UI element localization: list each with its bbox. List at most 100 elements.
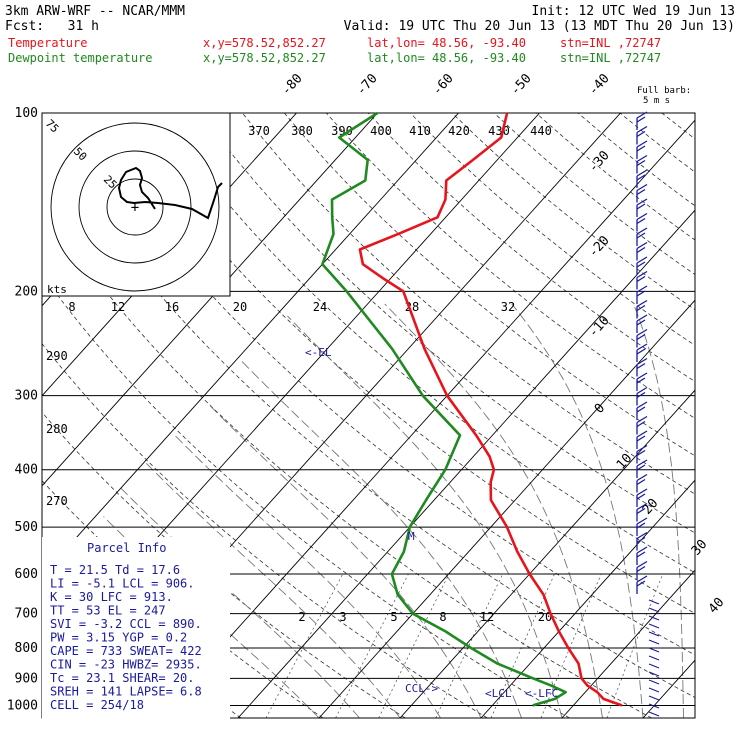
mixing-ratio-line bbox=[607, 574, 663, 718]
isotherm-line bbox=[481, 113, 740, 718]
hodograph-speed-label: 8 bbox=[68, 300, 75, 314]
wind-barb-flag bbox=[637, 489, 647, 495]
wind-barb-low bbox=[649, 680, 659, 684]
wind-barb-low bbox=[649, 712, 659, 716]
pressure-label: 200 bbox=[15, 284, 38, 299]
mixing-ratio-label: 12 bbox=[480, 610, 494, 624]
theta-label: 400 bbox=[370, 124, 392, 138]
wind-barb-flag bbox=[637, 388, 647, 394]
parcel-info-panel: Parcel Info T = 21.5 Td = 17.6LI = -5.1 … bbox=[42, 537, 230, 723]
isotherm-label: -60 bbox=[430, 71, 457, 98]
pressure-label: 500 bbox=[15, 520, 38, 535]
isotherm-label: -80 bbox=[279, 71, 306, 98]
dry-adiabat bbox=[368, 113, 740, 718]
mixing-ratio-line bbox=[379, 574, 449, 718]
isotherm-line bbox=[157, 113, 702, 718]
hodograph-units: kts bbox=[47, 283, 67, 296]
wind-barb-low bbox=[649, 664, 659, 668]
wind-barb-flag bbox=[637, 431, 647, 437]
hodograph-speed-label: 16 bbox=[165, 300, 179, 314]
pressure-label: 700 bbox=[15, 607, 38, 622]
theta-label: 420 bbox=[448, 124, 470, 138]
theta-label-left: 290 bbox=[46, 349, 68, 363]
isotherm-label: 30 bbox=[689, 537, 711, 559]
wind-barb-low bbox=[649, 648, 659, 652]
m-marker: M bbox=[408, 530, 415, 543]
wind-barb-flag bbox=[637, 301, 647, 307]
theta-label: 370 bbox=[248, 124, 270, 138]
temperature-legend-station: stn=INL ,72747 bbox=[560, 36, 661, 50]
wind-barb-low bbox=[649, 704, 659, 708]
mixing-ratio-label: 3 bbox=[339, 610, 346, 624]
isotherm-label: 40 bbox=[706, 595, 728, 617]
ccl-marker: CCL-> bbox=[405, 682, 438, 695]
temperature-legend-xy: x,y=578.52,852.27 bbox=[203, 36, 326, 50]
wind-barb-flag bbox=[637, 518, 647, 524]
wind-barb-flag bbox=[637, 156, 647, 162]
temperature-legend-row: Temperature x,y=578.52,852.27 lat,lon= 4… bbox=[8, 36, 661, 50]
wind-barb-low bbox=[649, 640, 659, 644]
parcel-info-row: K = 30 LFC = 913. bbox=[50, 590, 173, 604]
parcel-info-row: T = 21.5 Td = 17.6 bbox=[50, 563, 180, 577]
parcel-info-row: TT = 53 EL = 247 bbox=[50, 604, 166, 618]
isotherm-label: -40 bbox=[586, 71, 613, 98]
dry-adiabat bbox=[242, 113, 740, 718]
temperature-legend-label: Temperature bbox=[8, 36, 87, 50]
wind-barb-flag bbox=[637, 475, 647, 481]
dewpoint-legend-row: Dewpoint temperature x,y=578.52,852.27 l… bbox=[8, 51, 661, 65]
isotherm-label: 0 bbox=[592, 401, 608, 417]
isotherm-label: -70 bbox=[354, 71, 381, 98]
mixing-ratio-label: 2 bbox=[298, 610, 305, 624]
parcel-info-row: LI = -5.1 LCL = 906. bbox=[50, 577, 195, 591]
hodograph-speed-label: 20 bbox=[233, 300, 247, 314]
barb-legend: Full barb: 5 m s bbox=[637, 86, 691, 106]
pressure-label: 100 bbox=[15, 106, 38, 121]
el-marker: <-EL bbox=[305, 346, 332, 359]
theta-label: 430 bbox=[488, 124, 510, 138]
pressure-label: 800 bbox=[15, 641, 38, 656]
wind-barb-flag bbox=[637, 446, 647, 452]
parcel-info-row: SREH = 141 LAPSE= 6.8 bbox=[50, 685, 202, 699]
wind-barb-flag bbox=[637, 460, 647, 466]
model-title: 3km ARW-WRF -- NCAR/MMM bbox=[5, 4, 185, 19]
isotherm-line bbox=[319, 113, 740, 718]
hodograph-speed-label: 32 bbox=[501, 300, 515, 314]
isotherm-label: -50 bbox=[508, 71, 535, 98]
wind-barb-flag bbox=[637, 228, 647, 234]
dry-adiabat bbox=[704, 113, 740, 718]
dewpoint-legend-label: Dewpoint temperature bbox=[8, 51, 153, 65]
dry-adiabat bbox=[326, 113, 740, 718]
pressure-label: 600 bbox=[15, 567, 38, 582]
dry-adiabat bbox=[200, 113, 740, 718]
mixing-ratio-label: 8 bbox=[439, 610, 446, 624]
wind-barb-flag bbox=[637, 185, 647, 191]
theta-label: 440 bbox=[530, 124, 552, 138]
parcel-info-row: SVI = -3.2 CCL = 890. bbox=[50, 617, 202, 631]
wind-barb-low bbox=[649, 608, 659, 612]
hodograph-speed-label: 24 bbox=[313, 300, 327, 314]
isotherm-line bbox=[238, 113, 740, 718]
isotherm-label: -30 bbox=[586, 148, 613, 175]
level-annotations: <-EL CCL-> <LCL <-LFC M bbox=[305, 346, 558, 700]
pressure-label: 900 bbox=[15, 671, 38, 686]
wind-barb-flag bbox=[637, 243, 647, 249]
moist-adiabat bbox=[385, 304, 603, 718]
theta-label: 380 bbox=[291, 124, 313, 138]
wind-barb-flag bbox=[637, 547, 647, 553]
dry-adiabat bbox=[494, 113, 740, 718]
parcel-info-rows: T = 21.5 Td = 17.6LI = -5.1 LCL = 906.K … bbox=[50, 563, 202, 712]
parcel-info-title: Parcel Info bbox=[87, 541, 166, 555]
theta-label-left: 270 bbox=[46, 494, 68, 508]
dewpoint-legend-latlon: lat,lon= 48.56, -93.40 bbox=[367, 51, 526, 65]
init-time: Init: 12 UTC Wed 19 Jun 13 bbox=[532, 4, 736, 19]
isotherm-line bbox=[562, 113, 740, 718]
theta-label-left: 280 bbox=[46, 422, 68, 436]
lfc-marker: <-LFC bbox=[525, 687, 558, 700]
pressure-label: 1000 bbox=[7, 698, 38, 713]
isotherm-line bbox=[400, 113, 740, 718]
pressure-label: 400 bbox=[15, 463, 38, 478]
